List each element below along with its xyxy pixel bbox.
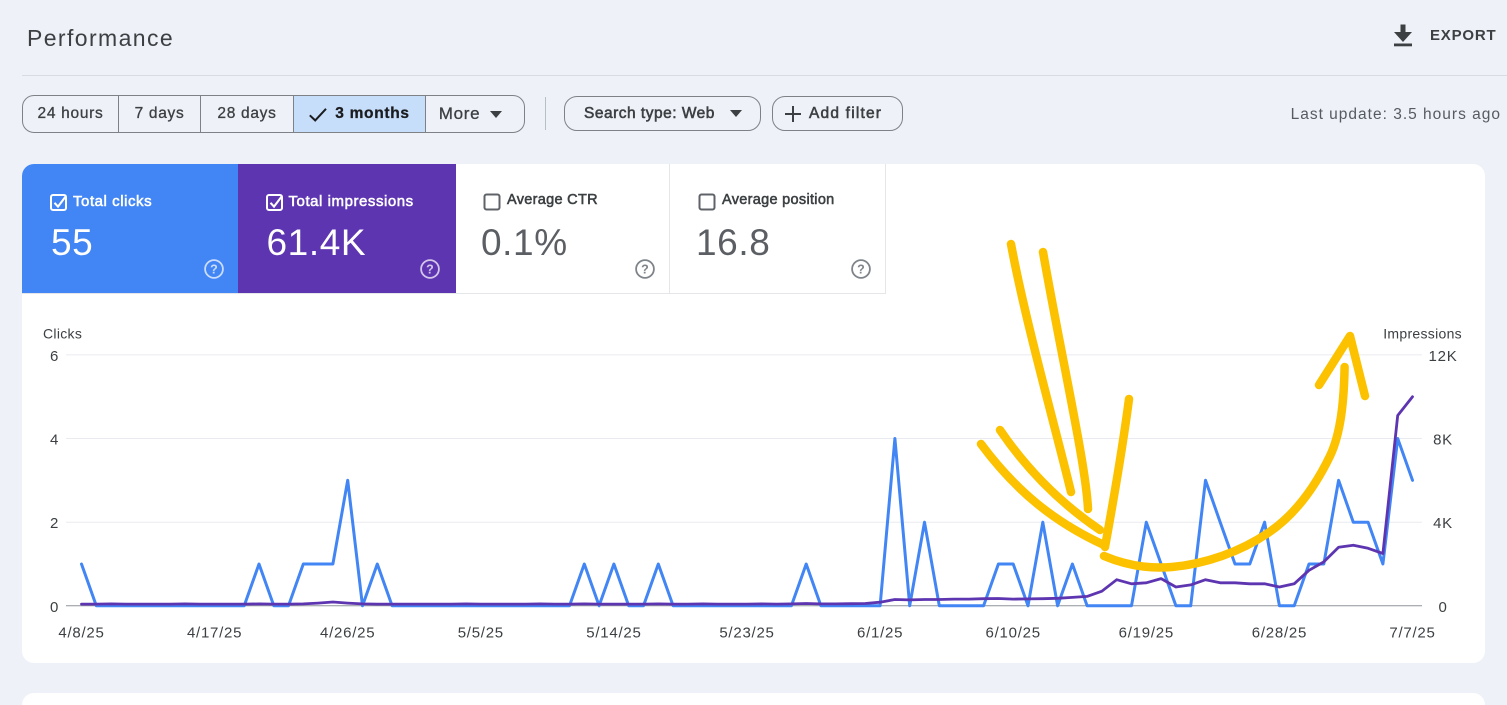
svg-text:5/5/25: 5/5/25 (458, 625, 504, 642)
svg-text:0: 0 (1438, 599, 1447, 616)
svg-text:5/14/25: 5/14/25 (586, 625, 641, 642)
svg-text:Impressions: Impressions (1383, 326, 1462, 342)
svg-text:4/8/25: 4/8/25 (58, 625, 104, 642)
svg-text:?: ? (210, 263, 218, 277)
svg-text:6/28/25: 6/28/25 (1252, 625, 1307, 642)
svg-text:7/7/25: 7/7/25 (1389, 625, 1435, 642)
svg-text:8K: 8K (1433, 432, 1453, 449)
svg-text:?: ? (857, 262, 865, 276)
svg-text:6/10/25: 6/10/25 (986, 625, 1041, 642)
svg-text:4/26/25: 4/26/25 (320, 625, 375, 642)
svg-text:5/23/25: 5/23/25 (719, 625, 774, 642)
svg-text:?: ? (426, 263, 434, 277)
svg-text:6: 6 (50, 348, 59, 365)
svg-text:Clicks: Clicks (43, 326, 82, 342)
svg-text:12K: 12K (1429, 348, 1458, 365)
svg-text:4: 4 (50, 432, 59, 449)
svg-text:2: 2 (50, 515, 59, 532)
svg-text:4K: 4K (1433, 515, 1453, 532)
svg-text:6/19/25: 6/19/25 (1119, 625, 1174, 642)
svg-text:0: 0 (50, 599, 59, 616)
svg-text:6/1/25: 6/1/25 (857, 625, 903, 642)
svg-text:4/17/25: 4/17/25 (187, 625, 242, 642)
svg-text:?: ? (641, 262, 649, 276)
